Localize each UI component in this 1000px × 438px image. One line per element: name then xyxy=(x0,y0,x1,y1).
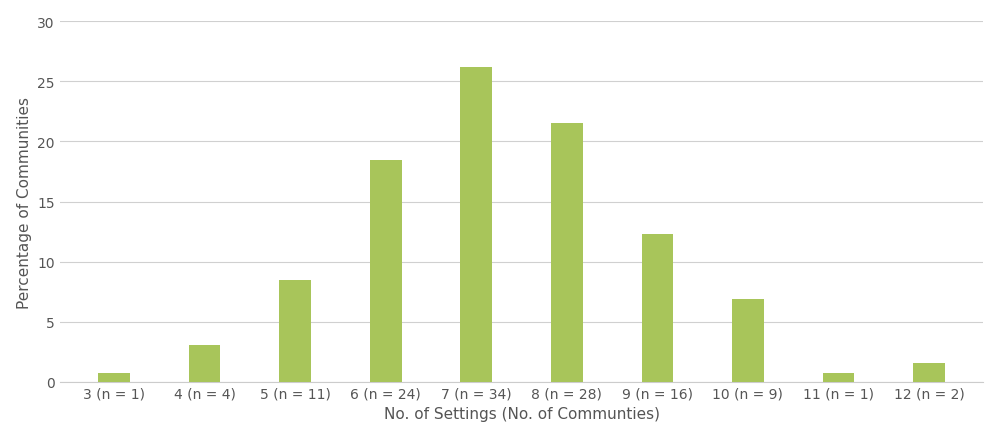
Bar xyxy=(98,373,130,382)
Bar xyxy=(189,345,220,382)
X-axis label: No. of Settings (No. of Communties): No. of Settings (No. of Communties) xyxy=(384,406,660,421)
Bar xyxy=(279,280,311,382)
Bar xyxy=(823,373,854,382)
Y-axis label: Percentage of Communities: Percentage of Communities xyxy=(17,96,32,308)
Bar xyxy=(642,234,673,382)
Bar xyxy=(460,68,492,382)
Bar xyxy=(732,299,764,382)
Bar xyxy=(370,161,402,382)
Bar xyxy=(913,364,945,382)
Bar xyxy=(551,124,583,382)
